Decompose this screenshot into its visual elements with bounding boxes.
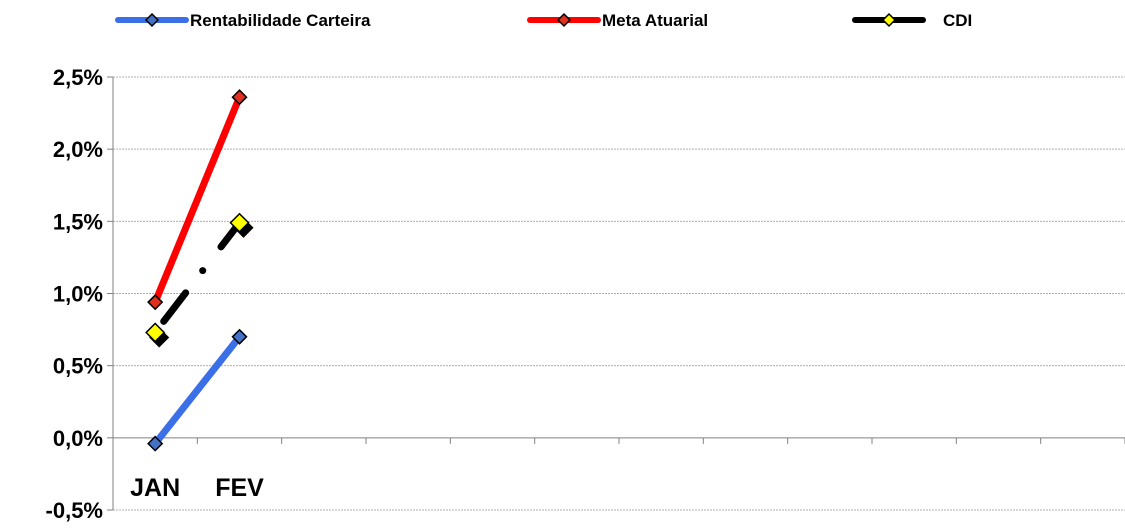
- x-tick-label: FEV: [215, 474, 264, 502]
- y-tick-label: -0,5%: [46, 498, 103, 523]
- legend-label: Meta Atuarial: [602, 11, 708, 30]
- y-tick-label: 2,0%: [53, 137, 103, 162]
- data-point: [231, 328, 248, 345]
- legend-label: CDI: [943, 11, 972, 30]
- legend-item: CDI: [852, 11, 972, 30]
- y-tick-label: 0,5%: [53, 354, 103, 379]
- series-meta-atuarial: [147, 89, 248, 311]
- y-tick-label: 1,0%: [53, 282, 103, 307]
- axes: [107, 76, 1125, 511]
- legend-item: Meta Atuarial: [527, 11, 708, 30]
- legend-item: Rentabilidade Carteira: [115, 11, 371, 30]
- y-tick-label: 0,0%: [53, 426, 103, 451]
- data-point: [147, 294, 164, 311]
- y-tick-label: 2,5%: [53, 65, 103, 90]
- series-line: [151, 219, 243, 336]
- y-tick-label: 1,5%: [53, 209, 103, 234]
- legend-label: Rentabilidade Carteira: [190, 11, 371, 30]
- legend-marker: [556, 12, 572, 28]
- data-point: [147, 435, 164, 452]
- data-point: [145, 322, 166, 343]
- x-tick-labels: JAN FEV: [130, 474, 264, 502]
- y-tick-labels: 2,5% 2,0% 1,5% 1,0% 0,5% 0,0% -0,5%: [46, 65, 103, 523]
- legend-marker: [144, 12, 160, 28]
- series-line: [151, 333, 243, 448]
- data-point: [229, 212, 250, 233]
- legend-marker: [881, 12, 897, 28]
- x-tick-label: JAN: [130, 474, 180, 502]
- gridlines: [113, 76, 1125, 511]
- series-rentabilidade-carteira: [147, 328, 248, 452]
- legend: Rentabilidade Carteira Meta Atuarial CDI: [115, 11, 972, 30]
- series-layer: [145, 89, 254, 452]
- series-line: [151, 93, 243, 306]
- data-point: [231, 89, 248, 106]
- series-cdi: [145, 212, 254, 348]
